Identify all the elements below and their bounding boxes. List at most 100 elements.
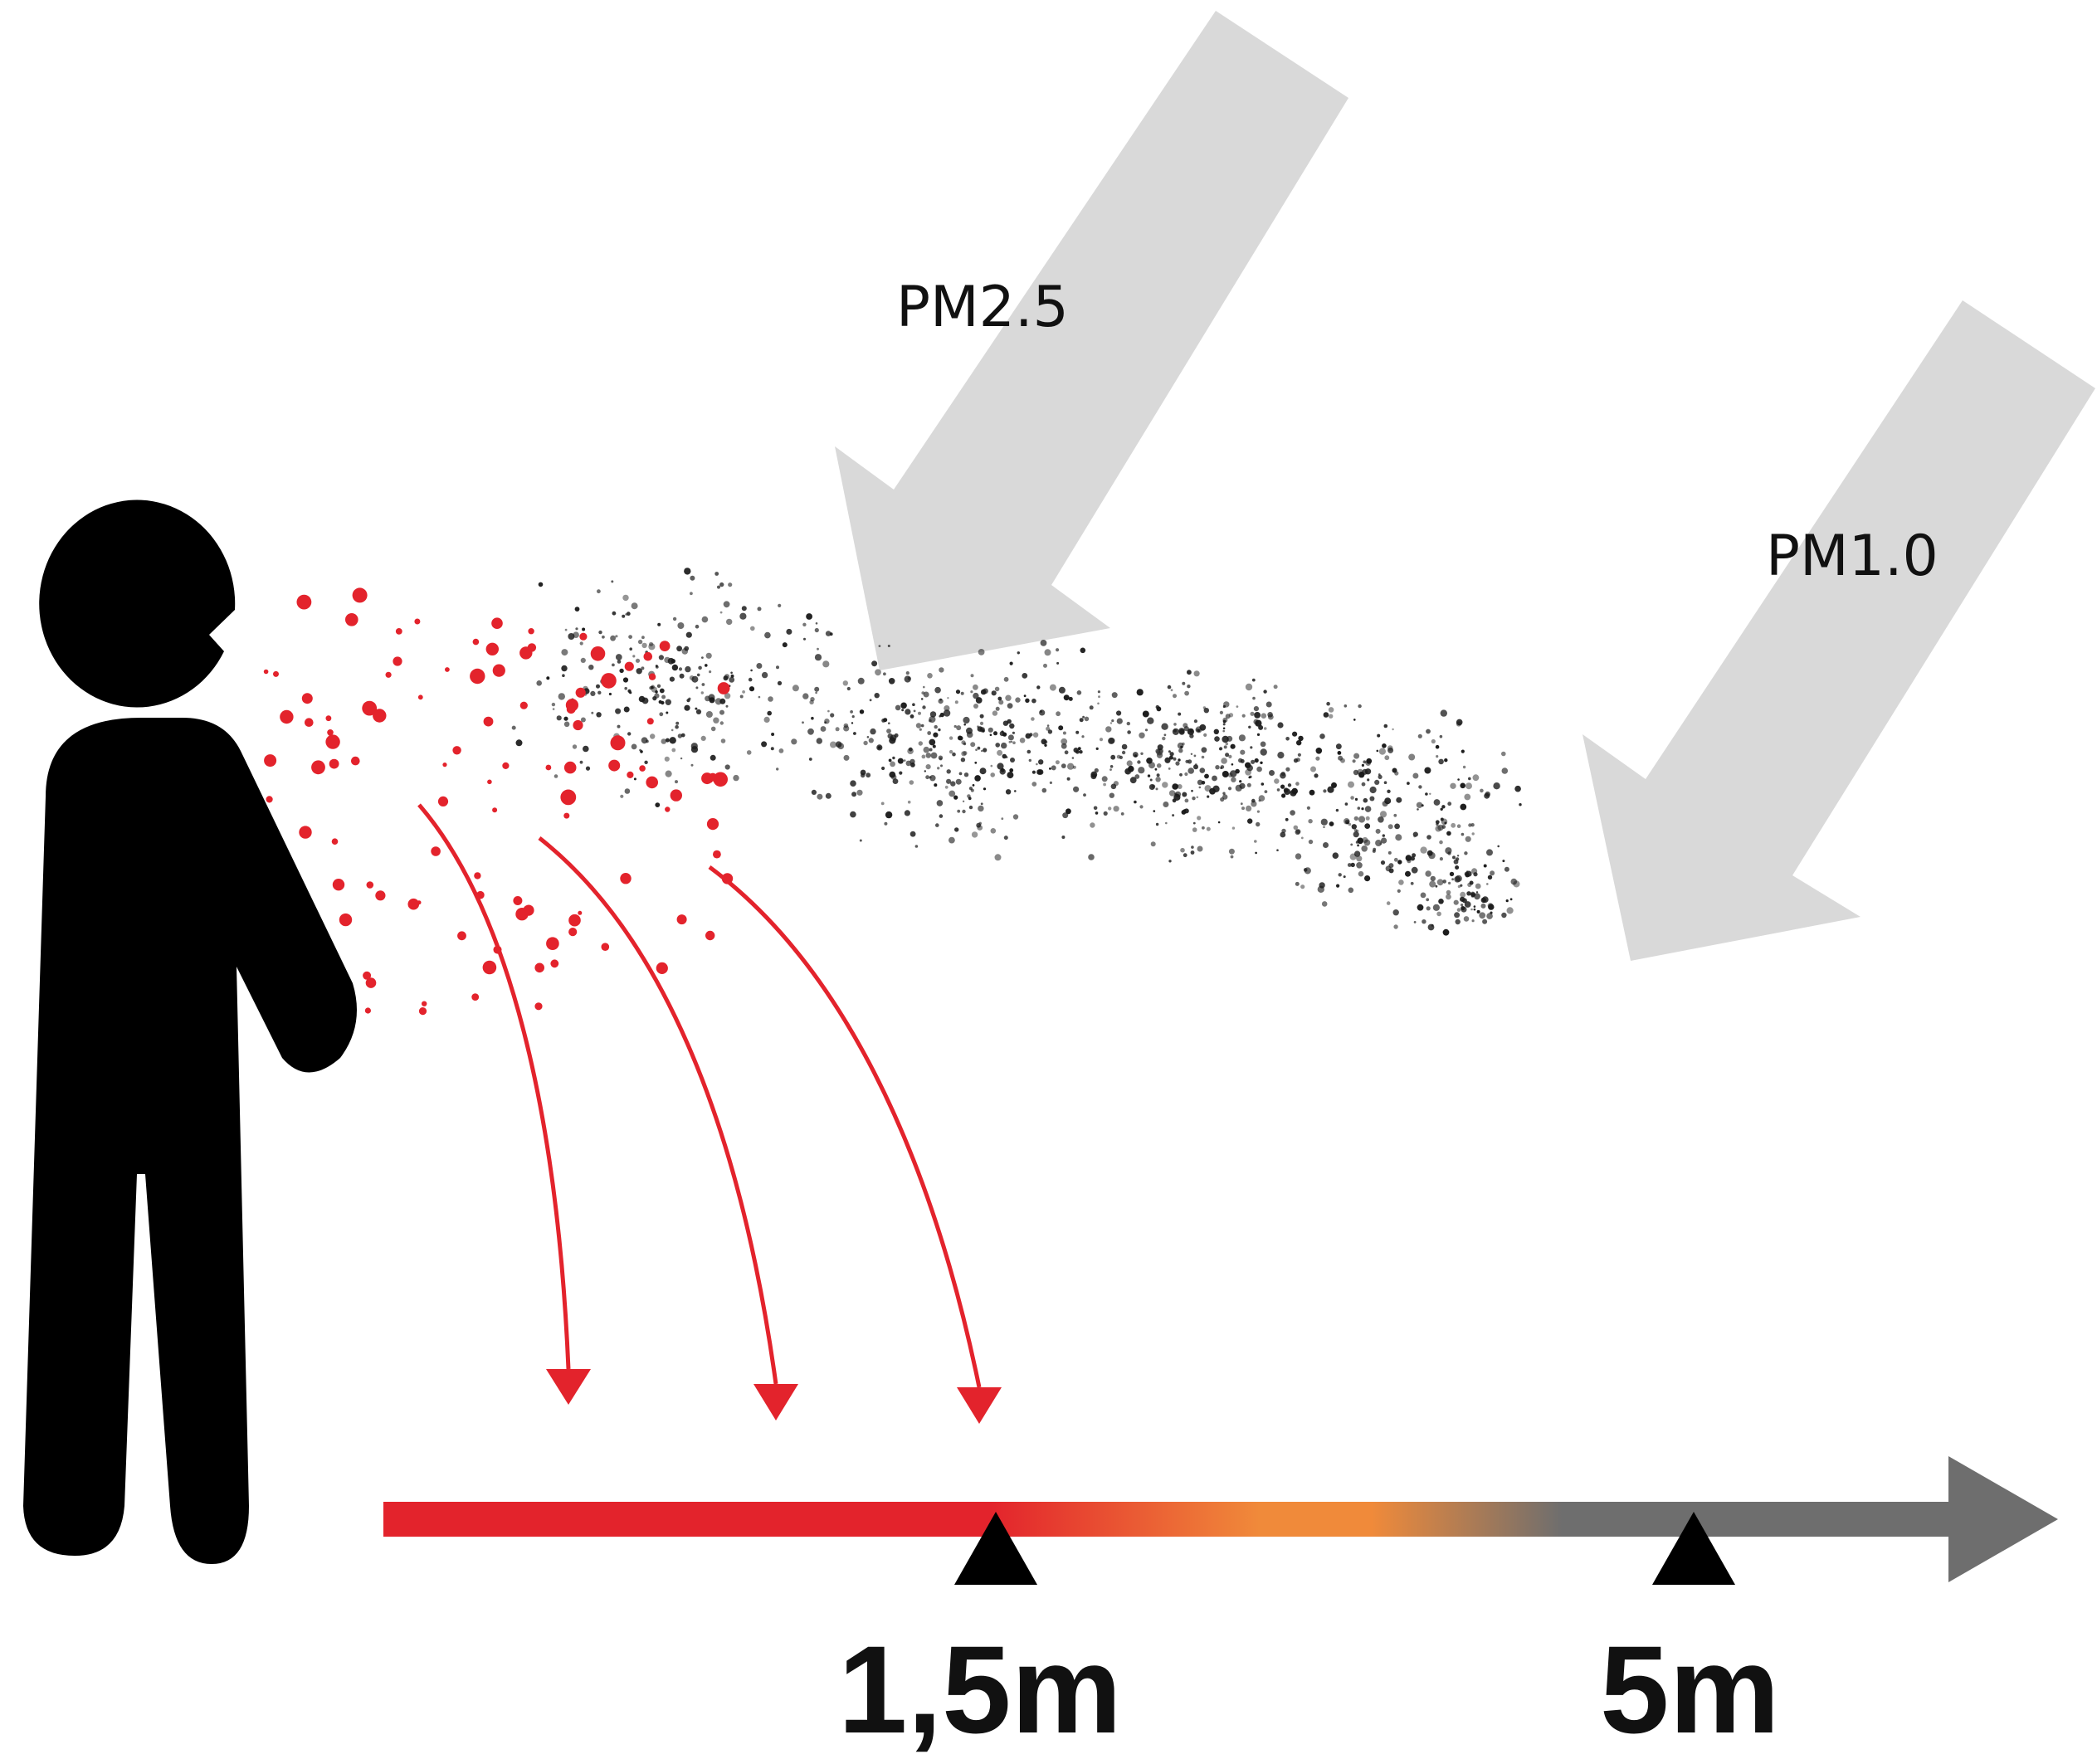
aerosol-particle xyxy=(1079,718,1084,723)
aerosol-particle xyxy=(749,686,755,692)
aerosol-particle xyxy=(1163,802,1169,807)
aerosol-particle xyxy=(1473,905,1476,908)
aerosol-particle xyxy=(698,665,702,670)
aerosol-particle xyxy=(1448,881,1451,884)
large-droplet xyxy=(563,812,570,819)
aerosol-particle xyxy=(1446,889,1451,895)
aerosol-particle xyxy=(1416,802,1423,808)
large-droplet xyxy=(414,618,421,625)
aerosol-particle xyxy=(1227,772,1233,777)
aerosol-particle xyxy=(1031,782,1037,787)
large-droplet xyxy=(578,910,583,915)
aerosol-particle xyxy=(724,693,731,699)
aerosol-particle xyxy=(1240,802,1243,806)
aerosol-particle xyxy=(939,814,944,818)
aerosol-particle xyxy=(1031,770,1036,774)
large-droplet xyxy=(327,729,334,736)
aerosol-particle xyxy=(1328,707,1334,713)
aerosol-particle xyxy=(972,784,975,787)
aerosol-particle xyxy=(661,694,666,699)
aerosol-particle xyxy=(888,758,892,763)
aerosol-particle xyxy=(1479,912,1486,919)
aerosol-particle xyxy=(982,729,985,733)
aerosol-particle xyxy=(1358,816,1366,823)
aerosol-particle xyxy=(1374,779,1380,786)
aerosol-particle xyxy=(1462,765,1466,769)
aerosol-particle xyxy=(850,710,853,714)
aerosol-particle xyxy=(1241,714,1246,718)
aerosol-particle xyxy=(1300,836,1304,840)
aerosol-particle xyxy=(1379,842,1383,845)
aerosol-particle xyxy=(1007,772,1014,779)
aerosol-particle xyxy=(883,672,886,676)
aerosol-particle xyxy=(1438,899,1444,904)
aerosol-particle xyxy=(904,810,910,816)
aerosol-particle xyxy=(970,674,974,678)
aerosol-particle xyxy=(1001,742,1007,749)
aerosol-particle xyxy=(908,747,913,752)
aerosol-particle xyxy=(885,811,893,819)
aerosol-particle xyxy=(1387,850,1392,855)
aerosol-particle xyxy=(1426,835,1431,840)
aerosol-particle xyxy=(1230,743,1236,749)
aerosol-particle xyxy=(1285,817,1289,821)
aerosol-particle xyxy=(1182,681,1186,685)
aerosol-particle xyxy=(1388,863,1394,869)
aerosol-particle xyxy=(538,582,544,587)
aerosol-particle xyxy=(671,664,679,671)
aerosol-particle xyxy=(700,735,706,742)
aerosol-particle xyxy=(632,655,636,658)
aerosol-particle xyxy=(977,746,981,750)
aerosol-particle xyxy=(1463,916,1470,922)
aerosol-particle xyxy=(561,649,568,656)
aerosol-particle xyxy=(1032,732,1039,738)
aerosol-particle xyxy=(713,717,719,724)
aerosol-particle xyxy=(1003,836,1008,841)
aerosol-particle xyxy=(1197,845,1203,852)
aerosol-particle xyxy=(963,716,970,724)
aerosol-particle xyxy=(905,671,910,675)
person-speaking-icon xyxy=(23,499,357,1564)
aerosol-particle xyxy=(1251,678,1256,682)
aerosol-particle xyxy=(802,622,807,626)
aerosol-particle xyxy=(615,635,618,638)
aerosol-particle xyxy=(939,667,944,673)
aerosol-particle xyxy=(1502,860,1505,863)
aerosol-particle xyxy=(1378,816,1384,823)
aerosol-particle xyxy=(719,721,724,725)
aerosol-particle xyxy=(1090,773,1097,780)
aerosol-particle xyxy=(1321,901,1328,907)
aerosol-particle xyxy=(615,654,622,660)
large-droplet xyxy=(513,896,523,905)
aerosol-particle xyxy=(686,699,690,703)
aerosol-particle xyxy=(842,680,848,686)
aerosol-particle xyxy=(1412,831,1418,837)
large-droplet xyxy=(550,959,559,968)
large-droplet xyxy=(442,763,447,767)
aerosol-particle xyxy=(710,726,716,732)
aerosol-particle xyxy=(1444,758,1448,763)
aerosol-particle xyxy=(920,724,924,728)
aerosol-particle xyxy=(1287,783,1292,787)
aerosol-particle xyxy=(1090,822,1095,828)
aerosol-particle xyxy=(1040,640,1047,646)
aerosol-particle xyxy=(1283,787,1289,793)
aerosol-particle xyxy=(802,693,809,699)
aerosol-particle xyxy=(1105,726,1112,733)
aerosol-particle xyxy=(1261,713,1267,719)
aerosol-particle xyxy=(690,575,695,581)
aerosol-particle xyxy=(655,665,658,668)
aerosol-particle xyxy=(1183,853,1187,858)
aerosol-particle xyxy=(835,727,840,732)
aerosol-particle xyxy=(720,738,726,743)
aerosol-particle xyxy=(1172,783,1178,790)
large-droplet xyxy=(487,779,492,785)
large-droplet xyxy=(492,664,505,677)
aerosol-particle xyxy=(1056,661,1060,665)
aerosol-particle xyxy=(1046,726,1051,731)
aerosol-particle xyxy=(1353,719,1356,721)
aerosol-particle xyxy=(1139,732,1145,738)
aerosol-particle xyxy=(1329,821,1334,826)
aerosol-particle xyxy=(1506,907,1514,914)
aerosol-particle xyxy=(1007,734,1014,741)
